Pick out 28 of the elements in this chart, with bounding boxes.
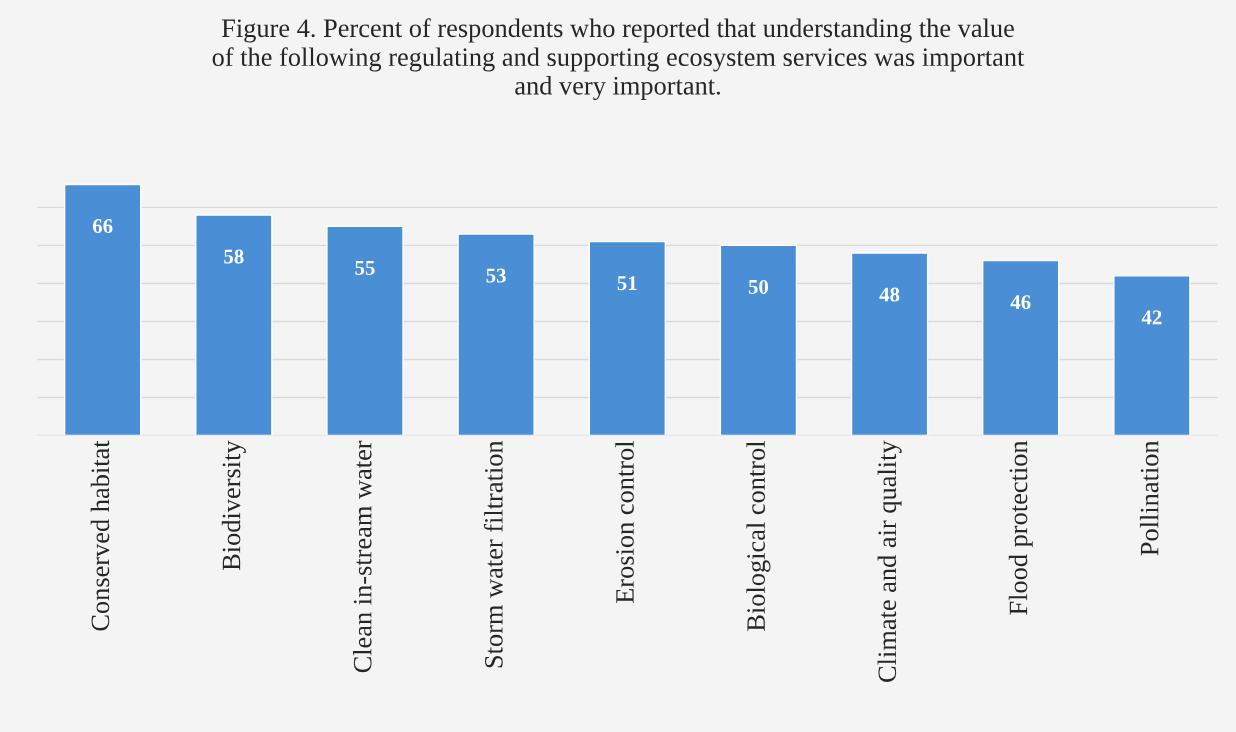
x-tick-label: Conserved habitat: [90, 440, 110, 631]
x-tick-label: Flood protection: [1008, 440, 1033, 615]
data-label: 66: [92, 219, 113, 234]
data-label: 58: [224, 249, 244, 264]
bar: [588, 240, 666, 436]
data-label: 53: [486, 268, 506, 283]
bar: [326, 225, 404, 436]
x-tick-label: Storm water filtration: [483, 440, 503, 668]
bar: [63, 183, 142, 436]
data-label: 51: [617, 276, 637, 291]
chart-title: Figure 4. Percent of respondents who reported that understanding the value of the following regulating and supporting ecosystem services was important and very important.: [212, 18, 1025, 101]
data-label: 50: [748, 279, 769, 294]
x-tick-label: Biodiversity: [221, 440, 246, 571]
x-tick-label: Erosion control: [615, 440, 634, 604]
data-label: 48: [879, 287, 900, 302]
bar: [195, 214, 273, 436]
x-tick-label: Pollination: [1139, 440, 1159, 556]
x-tick-label: Climate and air quality: [877, 440, 902, 682]
data-label: 46: [1010, 295, 1031, 310]
data-label: 42: [1141, 310, 1162, 325]
data-label: 55: [355, 261, 375, 275]
x-tick-label: Biological control: [746, 440, 771, 631]
bar: [719, 244, 798, 436]
x-tick-label: Clean in-stream water: [353, 440, 372, 673]
bar: [1113, 275, 1191, 436]
bar: [457, 233, 535, 436]
bar: [982, 259, 1060, 436]
bar: [850, 252, 929, 436]
